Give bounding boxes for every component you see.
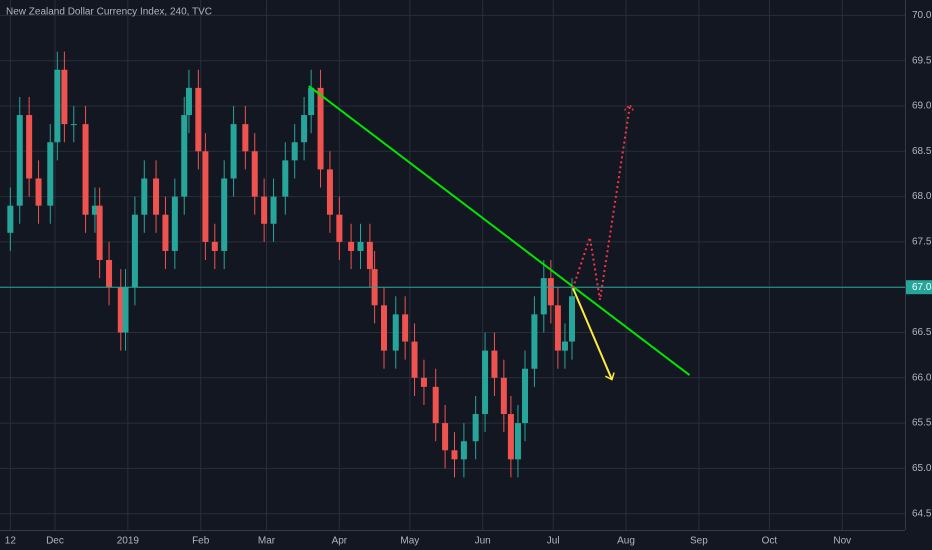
candle-body	[561, 341, 568, 351]
y-tick-label: 69.0	[912, 101, 932, 112]
candle-body	[568, 296, 575, 342]
candle-body	[270, 196, 277, 224]
candle-body	[507, 414, 514, 460]
candle-body	[432, 386, 439, 424]
y-tick-label: 68.5	[912, 146, 932, 157]
candle-body	[171, 196, 178, 251]
x-tick-label: Sep	[690, 536, 708, 547]
candle-body	[301, 115, 308, 143]
candle-body	[554, 305, 561, 351]
candle-body	[181, 115, 188, 197]
x-tick-label: Nov	[833, 536, 851, 547]
x-tick-label: Jul	[547, 536, 560, 547]
candle-body	[540, 278, 547, 315]
candle-body	[317, 87, 324, 170]
candle-body	[261, 196, 268, 224]
candle-body	[291, 142, 298, 161]
candle-body	[211, 241, 218, 251]
candle-body	[442, 423, 449, 451]
candle-body	[482, 350, 489, 415]
candle-body	[26, 115, 33, 179]
y-tick-label: 70.0	[912, 10, 932, 21]
candle-body	[35, 178, 42, 206]
candle-body	[54, 69, 61, 143]
y-tick-label: 69.5	[912, 55, 932, 66]
last-price-box	[906, 280, 932, 295]
candle-body	[106, 260, 113, 288]
y-tick-label: 64.5	[912, 508, 932, 519]
x-tick-label: Dec	[46, 536, 64, 547]
candle-body	[16, 115, 23, 206]
candle-body	[61, 69, 68, 125]
candle-body	[251, 151, 258, 197]
candle-body	[392, 314, 399, 351]
candle-body	[122, 287, 129, 333]
y-tick-label: 67.5	[912, 237, 932, 248]
candle-body	[242, 124, 249, 152]
y-tick-label: 65.0	[912, 463, 932, 474]
candle-body	[547, 278, 554, 306]
last-price-label: 67.0	[912, 282, 932, 293]
candle-body	[202, 151, 209, 242]
candle-body	[117, 287, 124, 333]
x-tick-label: Oct	[762, 536, 778, 547]
candle-body	[357, 241, 364, 251]
x-tick-label: 2019	[117, 536, 140, 547]
x-tick-label: Apr	[332, 536, 348, 547]
candle-body	[7, 205, 14, 233]
projection-arrow-down	[572, 287, 612, 380]
candle-body	[153, 178, 160, 215]
candle-body	[47, 142, 54, 206]
candle-body	[96, 205, 103, 261]
candle-body	[336, 214, 343, 242]
chart-title: New Zealand Dollar Currency Index, 240, …	[6, 7, 212, 18]
candle-body	[70, 124, 77, 126]
y-tick-label: 66.5	[912, 327, 932, 338]
candle-body	[82, 124, 89, 215]
candle-body	[491, 350, 498, 378]
candle-body	[366, 241, 373, 270]
candle-body	[348, 241, 355, 251]
candle-body	[472, 414, 479, 442]
candle-body	[162, 214, 169, 251]
candle-body	[185, 87, 192, 116]
candle-body	[91, 205, 98, 215]
candle-body	[451, 450, 458, 460]
candle-body	[230, 124, 237, 179]
x-tick-label: Jun	[475, 536, 491, 547]
y-tick-label: 65.5	[912, 418, 932, 429]
y-tick-label: 66.0	[912, 372, 932, 383]
x-tick-label: Feb	[192, 536, 210, 547]
candle-body	[411, 341, 418, 378]
candle-body	[420, 377, 427, 387]
x-tick-label: Aug	[617, 536, 635, 547]
candle-body	[514, 423, 521, 460]
candle-body	[131, 214, 138, 288]
candle-body	[521, 368, 528, 424]
candle-body	[195, 87, 202, 152]
candle-body	[308, 87, 315, 116]
candle-body	[326, 169, 333, 215]
candle-body	[460, 441, 467, 460]
candle-body	[500, 377, 507, 415]
projection-path-up	[571, 105, 630, 301]
candle-body	[141, 178, 148, 215]
candle-body	[402, 314, 409, 342]
x-tick-label: Mar	[258, 536, 276, 547]
candle-body	[221, 178, 228, 251]
x-tick-label: May	[400, 536, 419, 547]
x-tick-label: 12	[5, 536, 17, 547]
candle-body	[380, 305, 387, 351]
candle-body	[531, 314, 538, 369]
trend-line	[308, 85, 691, 376]
y-tick-label: 68.0	[912, 191, 932, 202]
candle-body	[282, 160, 289, 197]
